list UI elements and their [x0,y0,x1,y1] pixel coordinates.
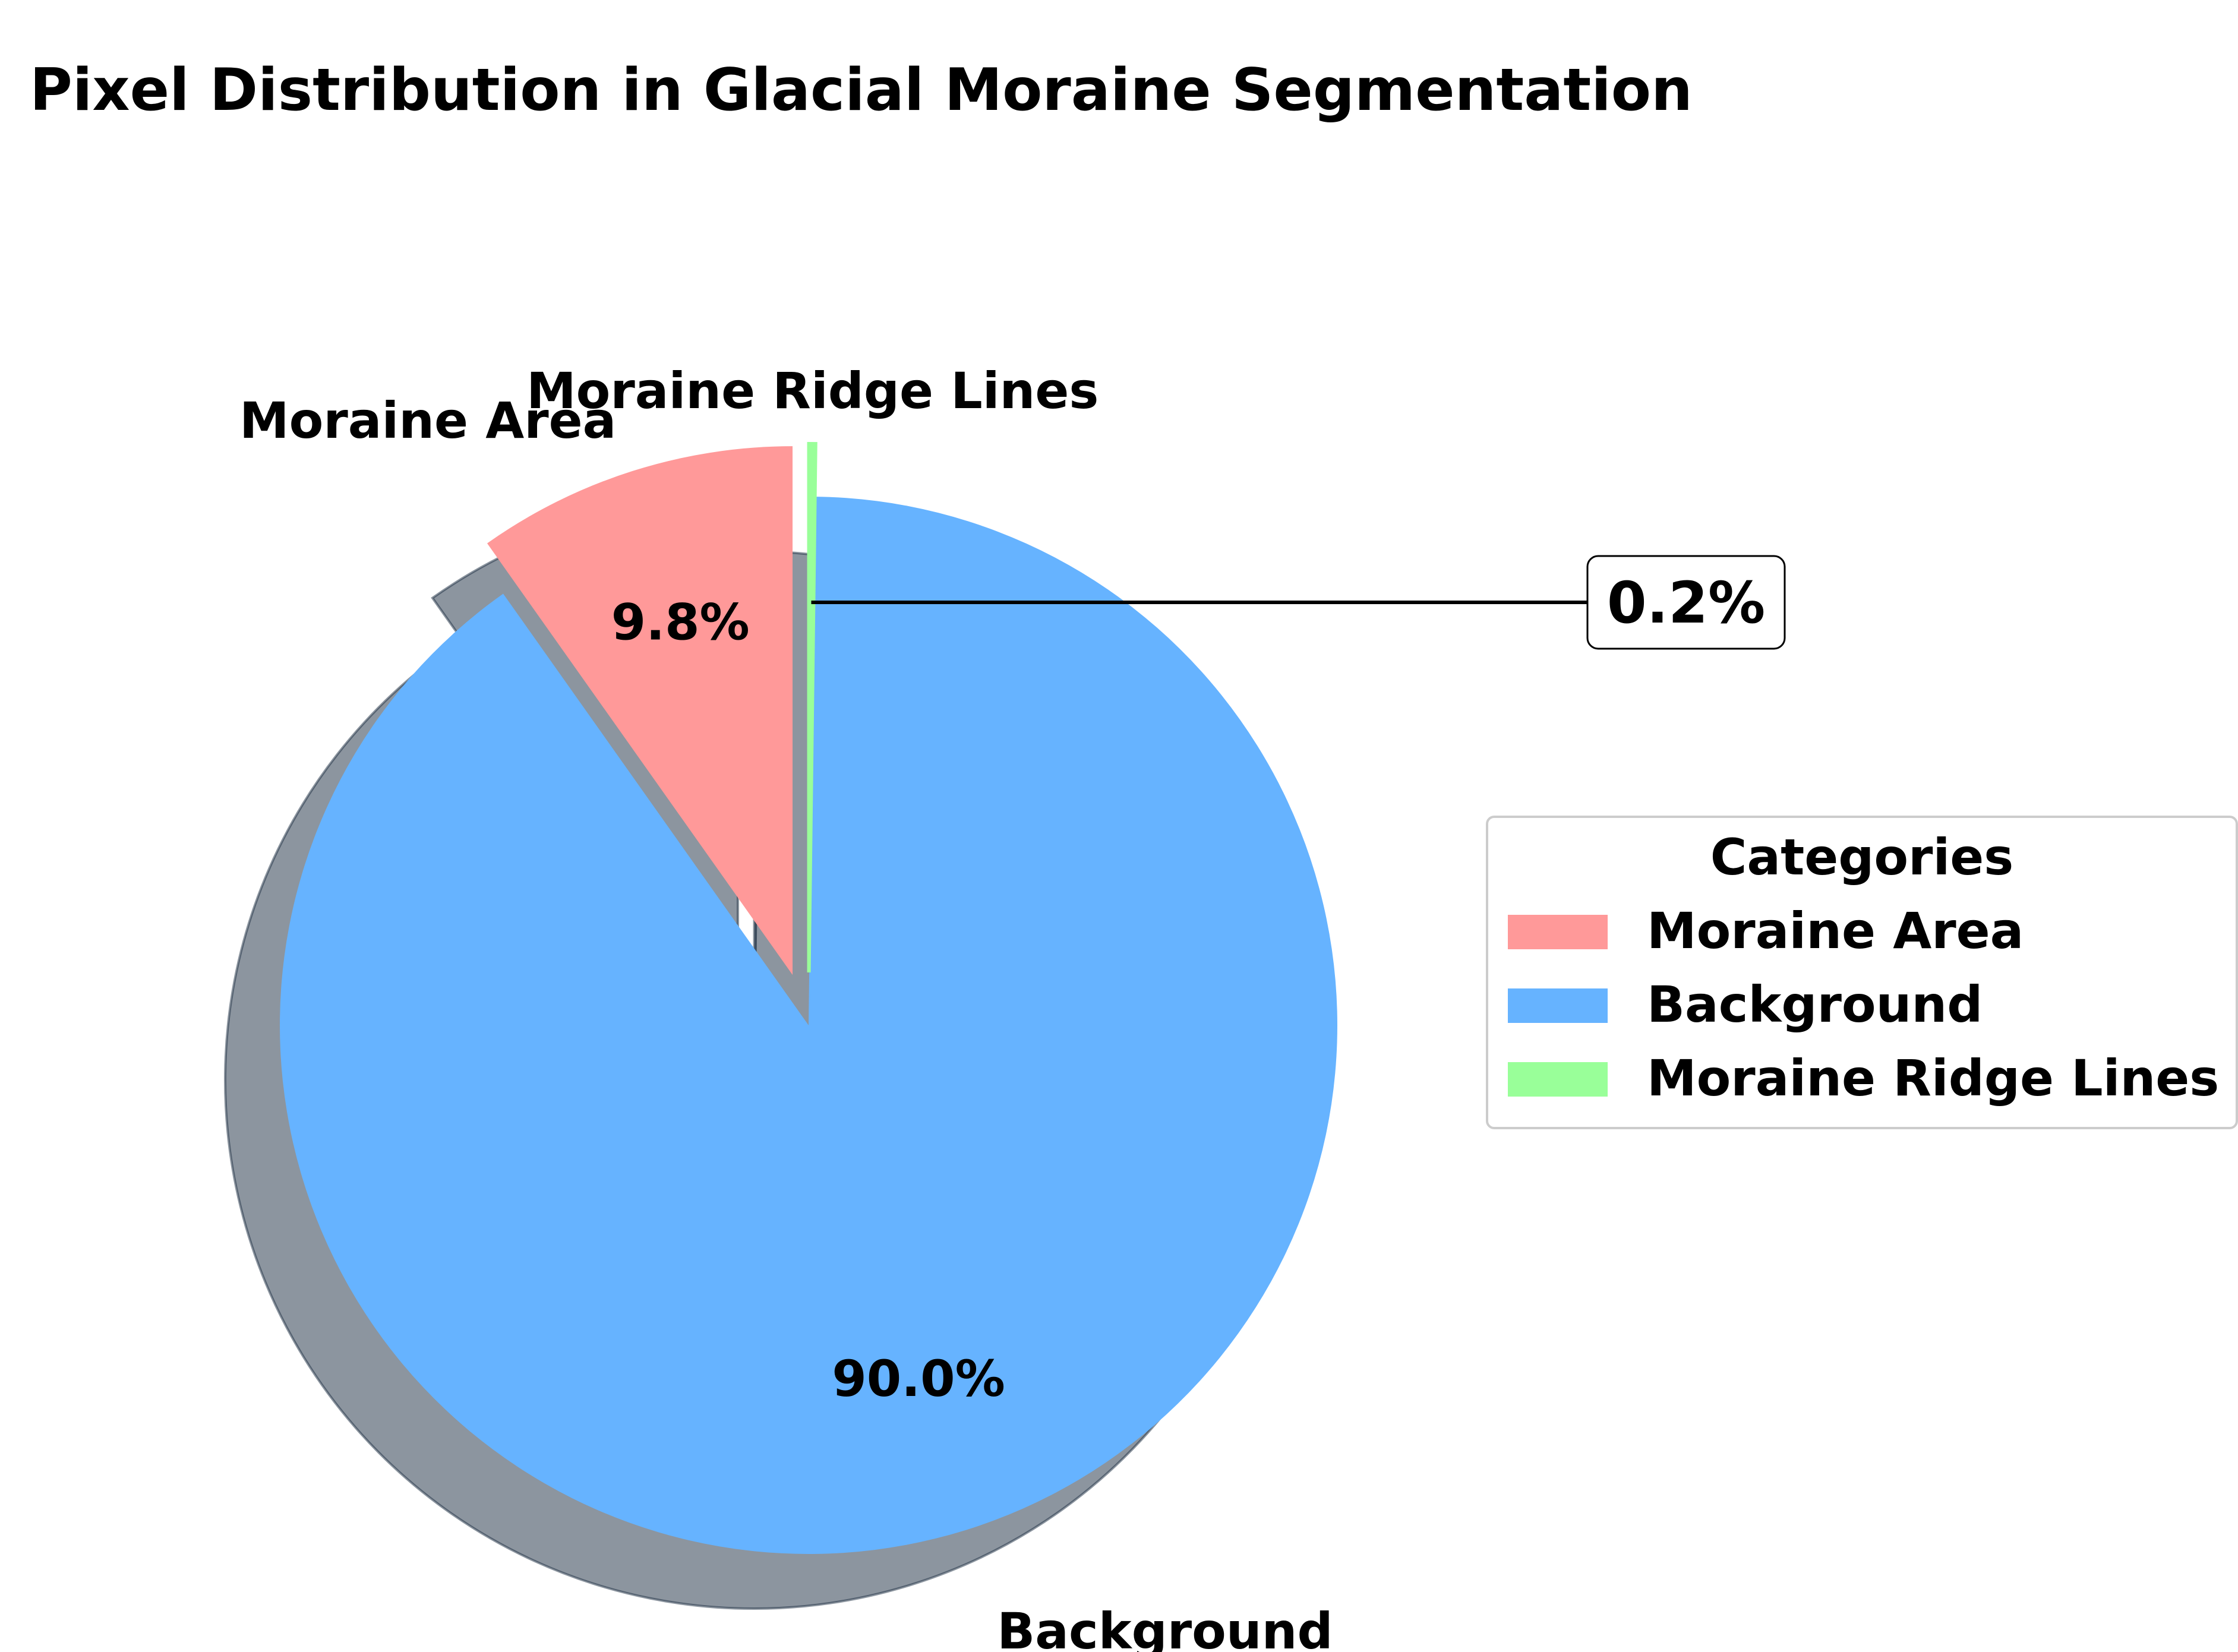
chart-title: Pixel Distribution in Glacial Moraine Se… [30,56,1693,124]
pct-label-moraine-area: 9.8% [611,593,750,651]
legend-items: Moraine Area Background Moraine Ridge Line… [1508,902,2219,1107]
slice-labels: Moraine Area Background Moraine Ridge Line… [239,362,1333,1652]
legend-title: Categories [1710,828,2013,886]
label-moraine-ridge-lines: Moraine Ridge Lines [526,362,1099,420]
legend-swatch-moraine-area [1508,915,1608,949]
legend-frame [1486,816,2238,1129]
annotations: 0.2% [811,555,1786,650]
legend: Categories Moraine AreaBackgroundMoraine… [1486,816,2238,1129]
label-moraine-area: Moraine Area [239,391,616,450]
pct-label-moraine-ridge-lines: 0.2% [1607,570,1765,636]
legend-swatch-background [1508,988,1608,1023]
pie-slices [279,442,1337,1554]
pct-label-background: 90.0% [832,1350,1005,1408]
legend-label-background: Background [1647,975,1983,1034]
slice-moraine-ridge-lines [807,442,817,973]
slice-background [279,497,1337,1554]
legend-label-moraine-ridge-lines: Moraine Ridge Lines [1647,1049,2219,1107]
legend-swatch-moraine-ridge-lines [1508,1062,1608,1097]
pct-annotation-box [1586,555,1786,650]
slice-moraine-area [487,446,793,975]
label-background: Background [997,1602,1333,1652]
legend-label-moraine-area: Moraine Area [1647,902,2024,960]
